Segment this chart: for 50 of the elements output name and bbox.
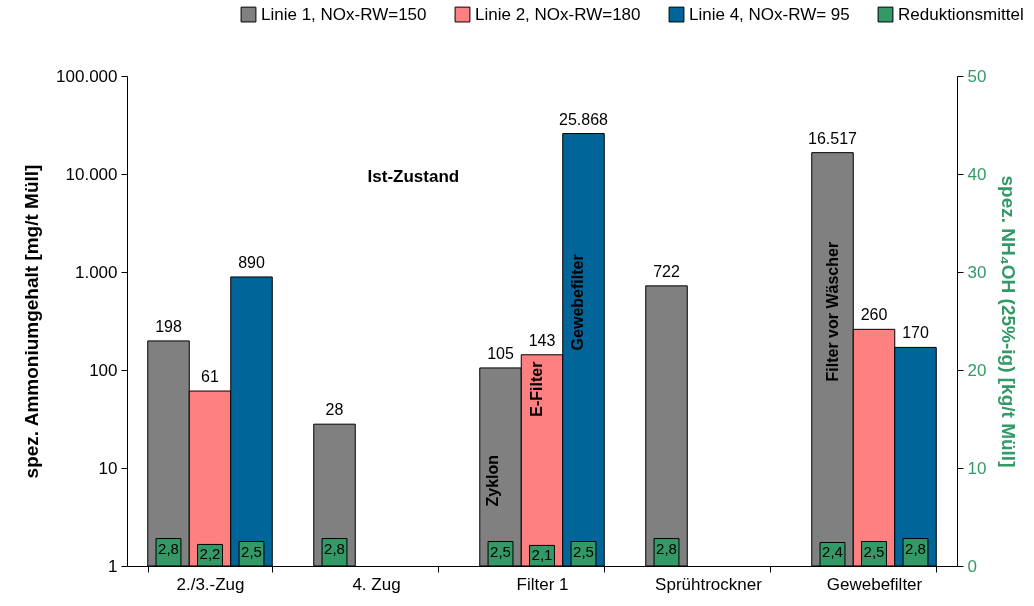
data-label: 2,8 (324, 539, 345, 557)
data-label: 2,1 (531, 546, 553, 564)
data-label: 2,5 (573, 542, 594, 560)
y-tick-label: 10 (98, 458, 118, 478)
x-tick-label: Filter 1 (516, 574, 569, 594)
y-tick-label: 100 (89, 360, 118, 380)
data-label: 16.517 (808, 129, 858, 147)
annotation: Ist-Zustand (367, 166, 460, 186)
annotation: Zyklon (484, 454, 502, 507)
data-label: 2,5 (241, 542, 262, 560)
data-label: 2,8 (158, 539, 179, 557)
y2-tick-label: 0 (967, 556, 977, 576)
data-label: 143 (528, 331, 556, 349)
data-label: 2,4 (822, 543, 843, 561)
data-label: 170 (902, 324, 929, 342)
data-label: 198 (155, 317, 182, 335)
x-tick-label: Gewebefilter (826, 574, 923, 594)
y2-tick-label: 20 (967, 360, 987, 380)
annotation: Gewebefilter (568, 254, 586, 351)
y2-tick-label: 10 (967, 458, 987, 478)
legend-label: Linie 1, NOx-RW=150 (261, 4, 427, 24)
x-tick-label: 4. Zug (352, 574, 401, 594)
y-tick-label: 1 (108, 556, 118, 576)
data-label: 2,2 (199, 545, 221, 563)
annotation: E-Filter (528, 361, 546, 417)
data-label: 722 (653, 262, 680, 280)
data-label: 2,5 (490, 542, 511, 560)
x-tick-label: Sprühtrockner (655, 574, 763, 594)
y-axis-title: spez. Ammoniumgehalt [mg/t Müll] (21, 164, 43, 479)
y2-axis-title: spez. NH₄OH (25%-ig) [kg/t Müll] (998, 175, 1020, 468)
data-label: 2,5 (863, 542, 885, 560)
data-label: 260 (860, 306, 888, 324)
annotation: Filter vor Wäscher (824, 241, 842, 382)
data-label: 25.868 (559, 110, 609, 128)
data-label: 2,8 (656, 539, 677, 557)
data-label: 28 (325, 401, 344, 419)
y-tick-label: 10.000 (65, 164, 118, 184)
y2-tick-label: 30 (967, 262, 987, 282)
legend-label: Linie 2, NOx-RW=180 (475, 4, 641, 24)
data-label: 105 (487, 344, 514, 362)
y-tick-label: 1.000 (74, 262, 118, 282)
x-tick-label: 2./3.-Zug (176, 574, 245, 594)
legend-label: Reduktionsmittel (898, 4, 1024, 24)
y2-tick-label: 40 (967, 164, 987, 184)
y-tick-label: 100.000 (56, 66, 118, 86)
y2-tick-label: 50 (967, 66, 987, 86)
legend-label: Linie 4, NOx-RW= 95 (689, 4, 850, 24)
data-label: 61 (201, 368, 219, 386)
data-label: 890 (238, 253, 265, 271)
data-label: 2,8 (905, 539, 926, 557)
